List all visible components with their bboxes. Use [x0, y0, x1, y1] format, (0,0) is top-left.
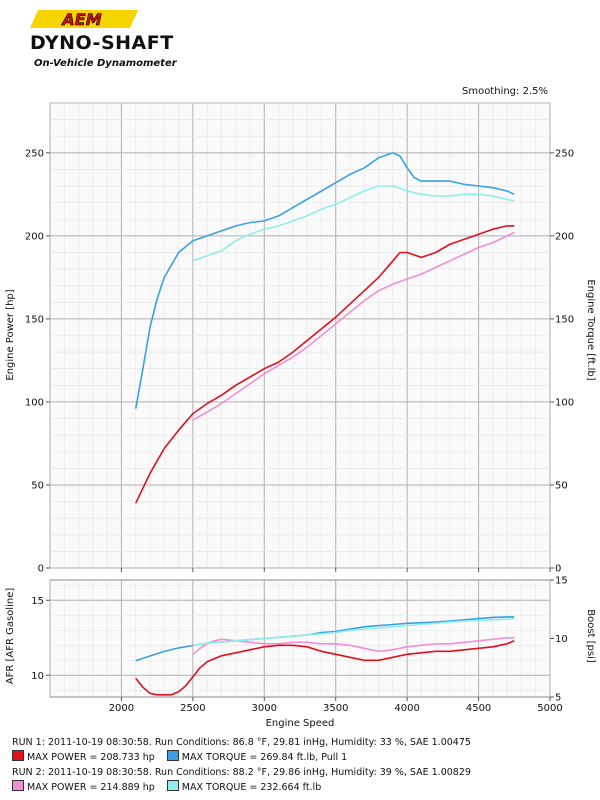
- x-tick-label: 5000: [537, 703, 562, 714]
- afr-plot-area: [49, 579, 551, 698]
- x-tick-label: 3500: [323, 703, 348, 714]
- series-line-run2-boost: [192, 617, 515, 647]
- power-right-tick-label: 250: [555, 148, 574, 159]
- engine-speed-axis-label: Engine Speed: [266, 718, 335, 729]
- x-tick-label: 4000: [394, 703, 419, 714]
- x-tick-label: 2000: [109, 703, 134, 714]
- run2-power-swatch: [12, 780, 24, 791]
- run1-max-torque: MAX TORQUE = 269.84 ft.lb, Pull 1: [181, 752, 348, 763]
- run1-torque-swatch: [166, 750, 179, 761]
- power-right-tick-label: 200: [555, 231, 574, 242]
- x-tick-label: 2500: [180, 703, 205, 714]
- run2-max-power: MAX POWER = 214.889 hp: [27, 782, 155, 793]
- series-line-run1-torque: [134, 152, 515, 409]
- power-left-tick-label: 150: [25, 314, 44, 325]
- x-tick-label: 3000: [252, 703, 277, 714]
- series-line-run1-afr: [135, 640, 515, 696]
- run1-conditions: RUN 1: 2011-10-19 08:30:58. Run Conditio…: [12, 737, 471, 748]
- product-name: DYNO-SHAFT: [30, 32, 174, 54]
- boost-axis-label: Boost [psi]: [585, 609, 596, 663]
- power-left-tick-label: 50: [31, 480, 44, 491]
- afr-right-tick-label: 15: [555, 576, 568, 587]
- power-torque-chart: 0 50 100 150 200 250 0 50 100 150 200 250 Engine Po…: [5, 102, 596, 575]
- run2-conditions: RUN 2: 2011-10-19 08:30:58. Run Conditio…: [12, 767, 471, 778]
- run1-max-power: MAX POWER = 208.733 hp: [27, 752, 155, 763]
- power-right-tick-label: 0: [555, 564, 561, 575]
- power-left-tick-label: 200: [25, 231, 44, 242]
- smoothing-label: Smoothing: 2.5%: [461, 86, 548, 97]
- brand-logo-text: AEM: [60, 10, 101, 29]
- run2-max-torque: MAX TORQUE = 232.664 ft.lb: [181, 782, 322, 793]
- report-header: AEM DYNO-SHAFT On-Vehicle Dynamometer: [0, 0, 600, 85]
- x-tick-label: 4500: [466, 703, 491, 714]
- afr-ticks: 10 15 5 10 15 2000 2500 3000 3500 4000 4500 5000: [31, 576, 567, 715]
- afr-boost-series: [135, 616, 515, 696]
- afr-axis-label: AFR [AFR Gasoline]: [5, 588, 16, 685]
- power-left-tick-label: 100: [25, 397, 44, 408]
- power-right-tick-label: 100: [555, 397, 574, 408]
- afr-left-tick-label: 10: [31, 671, 44, 682]
- power-right-tick-label: 150: [555, 314, 574, 325]
- series-line-run2-power: [192, 231, 515, 421]
- power-left-tick-label: 250: [25, 148, 44, 159]
- power-left-tick-label: 0: [38, 564, 44, 575]
- engine-power-axis-label: Engine Power [hp]: [5, 289, 16, 380]
- power-right-tick-label: 50: [555, 480, 568, 491]
- series-line-run1-power: [134, 225, 515, 504]
- power-torque-series: [134, 152, 515, 504]
- afr-right-tick-label: 5: [555, 693, 561, 704]
- product-subtitle: On-Vehicle Dynamometer: [34, 58, 177, 69]
- series-line-run2-torque: [192, 185, 515, 262]
- engine-torque-axis-label: Engine Torque [ft.lb]: [585, 279, 596, 380]
- run2-torque-swatch: [166, 780, 179, 791]
- afr-right-tick-label: 10: [555, 634, 568, 645]
- series-line-run2-afr: [192, 637, 515, 655]
- afr-boost-chart: 10 15 5 10 15 2000 2500 3000 3500 4000 4500 5000 AF…: [5, 576, 596, 730]
- power-ticks: 0 50 100 150 200 250 0 50 100 150 200 250: [25, 148, 574, 574]
- aem-logo: AEM: [30, 10, 138, 29]
- run1-legend: MAX POWER = 208.733 hp MAX TORQUE = 269.8…: [12, 750, 347, 763]
- run1-power-swatch: [12, 750, 24, 761]
- afr-left-tick-label: 15: [31, 596, 44, 607]
- run2-legend: MAX POWER = 214.889 hp MAX TORQUE = 232.6…: [12, 780, 321, 793]
